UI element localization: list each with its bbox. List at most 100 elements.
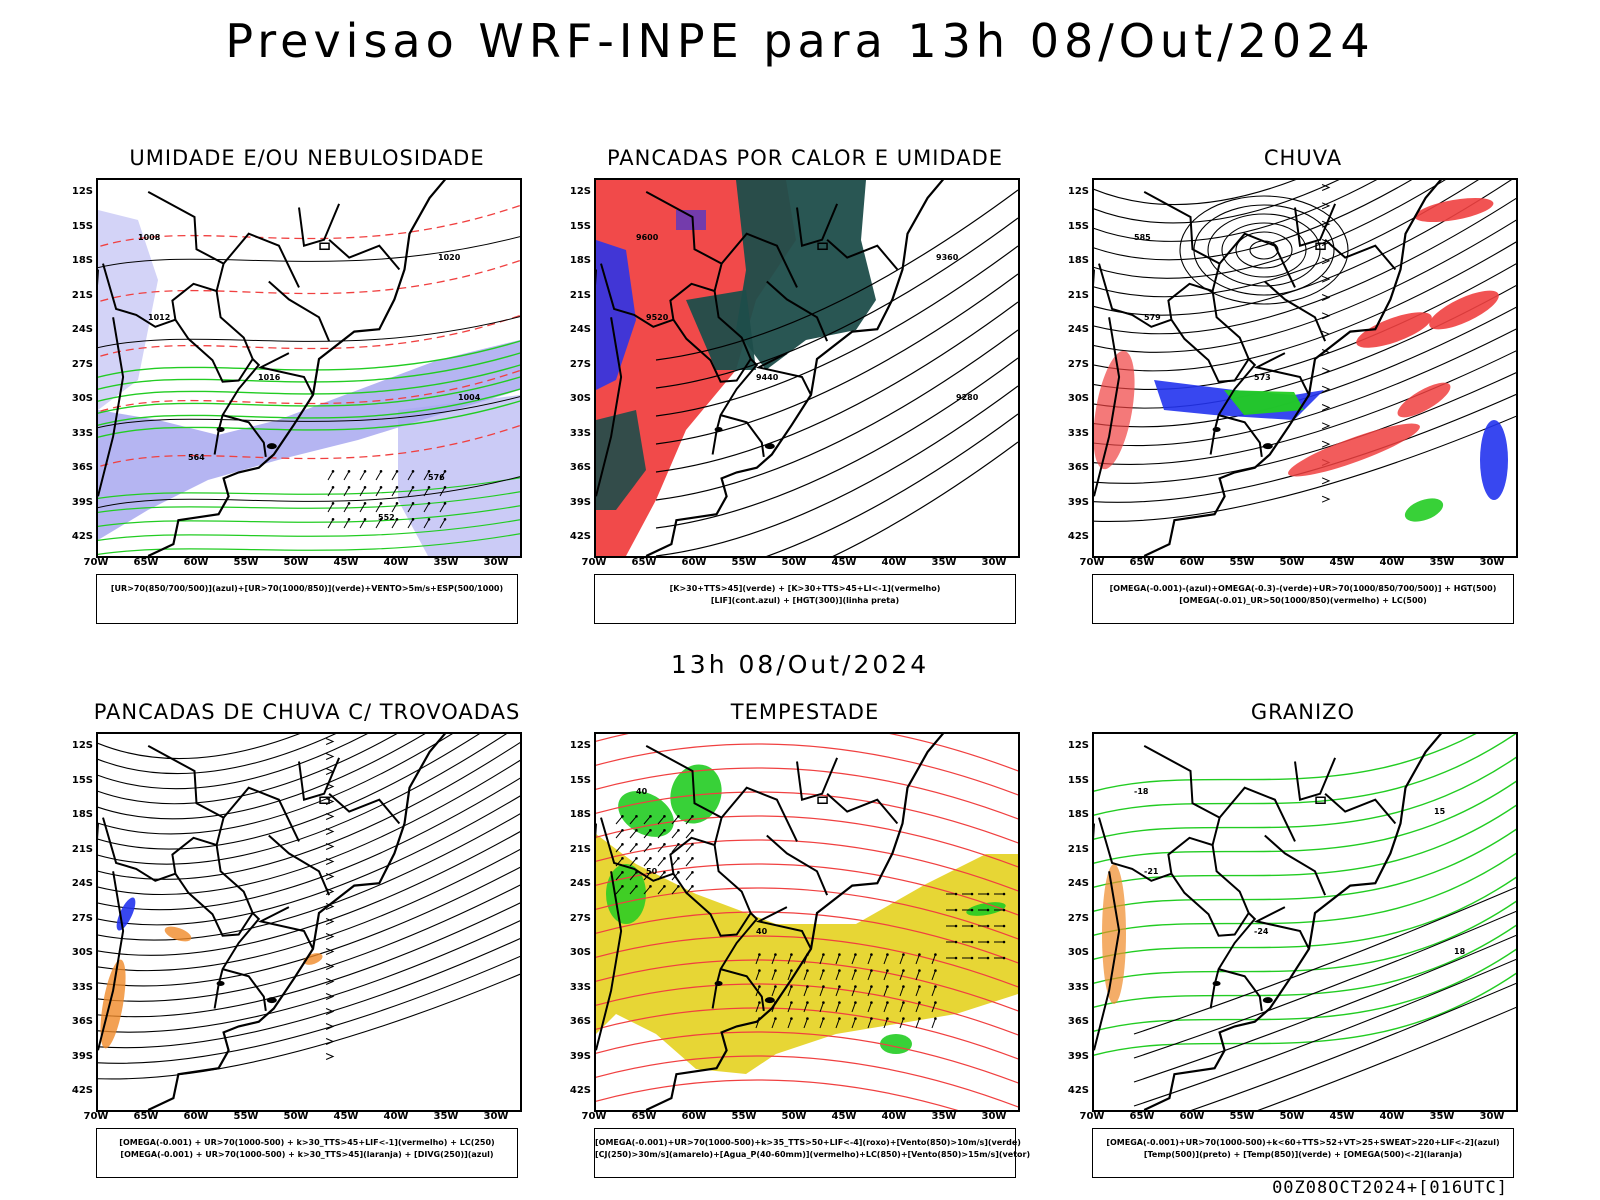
height-contour (655, 217, 1018, 389)
wind-arrow (867, 954, 872, 965)
wind-arrow (787, 954, 792, 965)
wind-arrow (671, 844, 679, 853)
lake (1212, 426, 1221, 432)
lon-tick-label: 65W (1129, 1111, 1155, 1122)
contour-label: 1020 (438, 253, 461, 262)
lat-tick-label: 21S (71, 843, 93, 855)
wind-arrow (375, 471, 382, 481)
contour-label: 579 (1144, 313, 1161, 322)
streamline (1094, 197, 1516, 335)
streamline (98, 741, 520, 880)
legend-box: [OMEGA(-0.001)-(azul)+OMEGA(-0.3)-(verde… (1092, 574, 1514, 624)
red-streamline (596, 734, 1018, 772)
country-border (222, 786, 300, 842)
wind-arrow-head (774, 985, 777, 988)
country-border (1170, 873, 1250, 937)
green-contour (98, 340, 520, 379)
country-border (174, 873, 254, 937)
wind-arrow (391, 471, 398, 481)
lat-tick-label: 42S (569, 531, 591, 542)
red-thickness-contour (98, 369, 520, 413)
panel-title: GRANIZO (1250, 700, 1356, 724)
streamline (98, 884, 520, 1002)
lon-tick-label: 65W (631, 1111, 657, 1122)
country-border (826, 238, 899, 271)
wind-arrow-head (854, 969, 857, 972)
wind-arrow (835, 986, 840, 997)
wind-arrow (931, 1018, 936, 1029)
wind-arrow (803, 986, 808, 997)
lon-tick-label: 70W (83, 557, 109, 568)
wind-arrow-head (691, 871, 694, 874)
lagoon (266, 997, 277, 1004)
lon-tick-label: 60W (183, 1111, 209, 1122)
wind-arrow-head (838, 953, 841, 956)
map-panel: 9600 9520 9440 9360 9280 (594, 178, 1020, 558)
wind-arrow-head (886, 985, 889, 988)
country-border (1209, 912, 1257, 1009)
country-border (213, 358, 261, 455)
temp-850-contour (1094, 948, 1516, 1033)
height-contour (655, 357, 1018, 529)
wind-arrow-head (331, 518, 335, 521)
wind-arrow (657, 886, 665, 895)
country-border (213, 912, 261, 1009)
streamline-arrow (1321, 477, 1331, 485)
wind-arrow (899, 1002, 904, 1013)
wind-arrow-head (621, 871, 624, 874)
wind-arrow-head (870, 953, 873, 956)
wind-arrow-head (363, 486, 367, 489)
lat-tick-label: 12S (569, 186, 591, 197)
wind-arrow (343, 487, 350, 497)
wind-arrow-head (363, 470, 367, 473)
contour-label: 15 (1434, 807, 1446, 816)
height-contour (655, 329, 1018, 501)
map-panel: 585 579 573 (1092, 178, 1518, 558)
wind-arrow (771, 970, 776, 981)
wind-arrow (685, 830, 693, 839)
country-border (1094, 871, 1121, 1051)
lon-tick-label: 55W (233, 1111, 259, 1122)
country-border (720, 414, 765, 458)
wind-arrow (629, 844, 637, 853)
isobar (98, 316, 520, 349)
capital-marker (319, 242, 330, 251)
height-contour (655, 385, 1018, 556)
contour-label: 9360 (936, 253, 959, 262)
wind-arrow-head (954, 940, 958, 944)
forecast-time-title: 13h 08/Out/2024 (670, 650, 930, 679)
lat-tick-label: 21S (569, 289, 591, 301)
wind-arrow (359, 519, 366, 529)
wind-arrow-head (870, 1001, 873, 1004)
wind-arrow-head (870, 969, 873, 972)
wind-arrow (685, 816, 693, 825)
wind-arrow (787, 986, 792, 997)
coastline (645, 180, 945, 556)
country-border (600, 263, 674, 328)
wind-arrow-head (663, 815, 666, 818)
wind-arrow-head (691, 843, 694, 846)
lat-tick-label: 27S (71, 358, 93, 370)
lon-tick-label: 35W (433, 557, 459, 568)
lon-tick-label: 55W (233, 557, 259, 568)
country-border (1294, 757, 1337, 801)
lon-tick-label: 50W (781, 557, 807, 568)
omega-strong-area (1224, 390, 1304, 415)
wind-arrow (375, 519, 382, 529)
temp-850-contour (1094, 972, 1516, 1057)
streamline (98, 734, 453, 835)
lake (216, 980, 225, 986)
wind-arrow-head (395, 518, 399, 521)
map-canvas: 9600 9520 9440 9360 9280 (596, 180, 1018, 556)
wind-arrow (915, 1002, 920, 1013)
wind-arrow (629, 886, 637, 895)
contour-label: 9440 (756, 373, 779, 382)
legend-box: [K>30+TTS>45](verde) + [K>30+TTS>45+LI<-… (594, 574, 1016, 624)
wind-arrow-head (649, 857, 652, 860)
lon-tick-label: 35W (1429, 1111, 1455, 1122)
country-border (672, 873, 752, 937)
wind-arrow (755, 970, 760, 981)
country-border (796, 203, 839, 247)
lat-tick-label: 30S (1067, 393, 1089, 404)
streamline (1094, 180, 1413, 261)
